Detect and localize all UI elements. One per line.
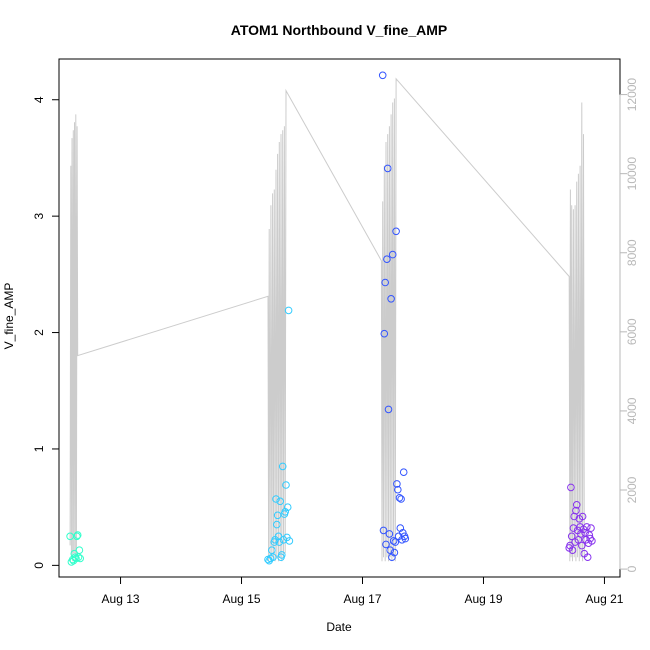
y-tick-label: 2 <box>32 329 46 336</box>
y2-tick-label: 12000 <box>625 78 639 112</box>
y2-tick-label: 2000 <box>625 476 639 503</box>
data-point <box>568 546 577 555</box>
data-point <box>395 494 404 502</box>
data-point <box>281 508 290 516</box>
data-point <box>383 164 392 173</box>
data-point <box>73 531 82 539</box>
data-point <box>74 553 83 562</box>
y-axis-label: V_fine_AMP <box>2 283 16 350</box>
data-point <box>75 546 84 555</box>
data-point <box>392 227 400 236</box>
data-point <box>385 530 394 538</box>
data-point <box>567 532 576 541</box>
data-point <box>278 551 286 559</box>
y-axis-right: 0 2000 4000 6000 8000 10000 12000 <box>619 78 639 572</box>
data-point <box>397 495 405 503</box>
data-point <box>276 497 285 506</box>
y2-tick-label: 4000 <box>625 397 639 424</box>
data-point <box>379 526 388 535</box>
data-point <box>73 532 81 541</box>
data-point <box>382 540 390 549</box>
data-point <box>572 506 580 515</box>
data-point <box>388 250 397 259</box>
data-point <box>588 537 596 545</box>
data-point <box>401 534 410 543</box>
data-point <box>283 503 292 512</box>
chart-title: ATOM1 Northbound V_fine_AMP <box>231 22 447 38</box>
y-axis-left: 0 1 2 3 4 <box>32 96 60 569</box>
data-point <box>387 295 395 303</box>
y2-tick-label: 6000 <box>625 318 639 345</box>
x-tick-label: Aug 13 <box>102 592 140 606</box>
data-point <box>71 553 79 562</box>
plot-frame <box>58 58 621 578</box>
data-point <box>76 554 84 563</box>
y-tick-label: 4 <box>32 96 46 103</box>
data-point <box>587 524 595 532</box>
x-tick-label: Aug 19 <box>464 592 502 606</box>
data-point <box>586 534 595 543</box>
data-point <box>384 405 393 414</box>
data-point <box>274 532 283 541</box>
data-point <box>269 553 277 562</box>
right-axis-line-layer <box>69 77 585 562</box>
data-point <box>390 548 399 557</box>
x-tick-label: Aug 21 <box>585 592 623 606</box>
data-point <box>278 462 287 471</box>
data-point <box>393 480 401 488</box>
data-point <box>578 541 586 550</box>
data-point <box>583 553 592 562</box>
data-point <box>567 483 575 492</box>
data-point <box>399 468 408 477</box>
y2-tick-label: 10000 <box>625 157 639 191</box>
data-point <box>284 306 293 315</box>
data-point <box>389 537 398 545</box>
x-tick-label: Aug 15 <box>222 592 260 606</box>
data-point <box>396 524 405 532</box>
data-point <box>285 537 294 545</box>
data-point <box>391 538 400 546</box>
x-axis: Aug 13 Aug 15 Aug 17 Aug 19 Aug 21 <box>102 576 624 606</box>
y2-tick-label: 8000 <box>625 239 639 266</box>
y-tick-label: 0 <box>32 562 46 569</box>
x-axis-label: Date <box>326 620 352 634</box>
x-tick-label: Aug 17 <box>343 592 381 606</box>
data-point <box>388 553 396 562</box>
y-tick-label: 3 <box>32 212 46 219</box>
data-point <box>583 523 591 531</box>
data-point <box>572 501 581 509</box>
data-point <box>380 329 389 338</box>
points-layer <box>66 71 596 566</box>
data-point <box>378 71 387 80</box>
data-point <box>578 512 587 521</box>
right-axis-series-line <box>69 77 585 562</box>
data-point <box>386 546 395 555</box>
data-point <box>272 495 280 503</box>
data-point <box>282 481 290 489</box>
data-point <box>381 278 390 287</box>
data-point <box>566 541 574 550</box>
data-point <box>383 255 391 264</box>
data-point <box>268 546 276 555</box>
y2-tick-label: 0 <box>625 565 639 572</box>
data-point <box>273 520 281 529</box>
data-point <box>275 538 284 546</box>
data-point <box>394 485 402 494</box>
y-tick-label: 1 <box>32 445 46 452</box>
